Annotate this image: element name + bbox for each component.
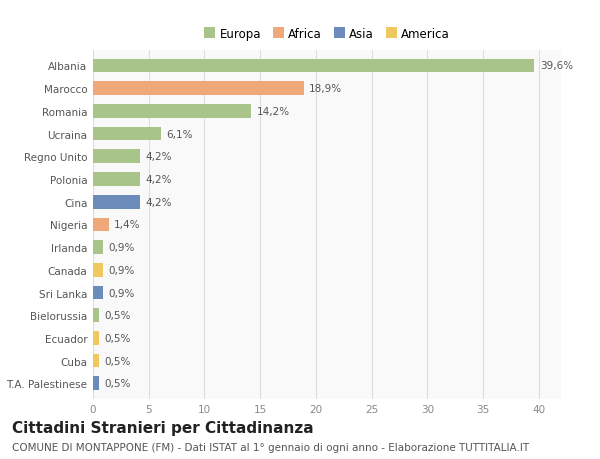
Text: 4,2%: 4,2% [145, 174, 172, 185]
Bar [93, 377, 98, 390]
Bar [93, 218, 109, 232]
Bar [93, 354, 98, 368]
Text: 6,1%: 6,1% [167, 129, 193, 139]
Text: 0,5%: 0,5% [104, 333, 131, 343]
Bar [93, 196, 140, 209]
Text: 0,9%: 0,9% [109, 288, 135, 298]
Text: 14,2%: 14,2% [257, 106, 290, 117]
Bar [93, 82, 304, 96]
Bar [93, 150, 140, 164]
Bar [93, 286, 103, 300]
Text: 0,5%: 0,5% [104, 311, 131, 320]
Text: 1,4%: 1,4% [114, 220, 140, 230]
Text: 18,9%: 18,9% [309, 84, 342, 94]
Text: COMUNE DI MONTAPPONE (FM) - Dati ISTAT al 1° gennaio di ogni anno - Elaborazione: COMUNE DI MONTAPPONE (FM) - Dati ISTAT a… [12, 442, 529, 452]
Bar [93, 128, 161, 141]
Bar [93, 173, 140, 186]
Bar [93, 331, 98, 345]
Text: 4,2%: 4,2% [145, 152, 172, 162]
Text: 0,5%: 0,5% [104, 379, 131, 388]
Text: 0,9%: 0,9% [109, 265, 135, 275]
Legend: Europa, Africa, Asia, America: Europa, Africa, Asia, America [204, 28, 450, 41]
Bar [93, 105, 251, 118]
Text: 0,9%: 0,9% [109, 242, 135, 252]
Text: 39,6%: 39,6% [540, 62, 573, 71]
Bar [93, 60, 534, 73]
Text: 4,2%: 4,2% [145, 197, 172, 207]
Bar [93, 309, 98, 322]
Bar [93, 241, 103, 254]
Text: Cittadini Stranieri per Cittadinanza: Cittadini Stranieri per Cittadinanza [12, 420, 314, 435]
Text: 0,5%: 0,5% [104, 356, 131, 366]
Bar [93, 263, 103, 277]
